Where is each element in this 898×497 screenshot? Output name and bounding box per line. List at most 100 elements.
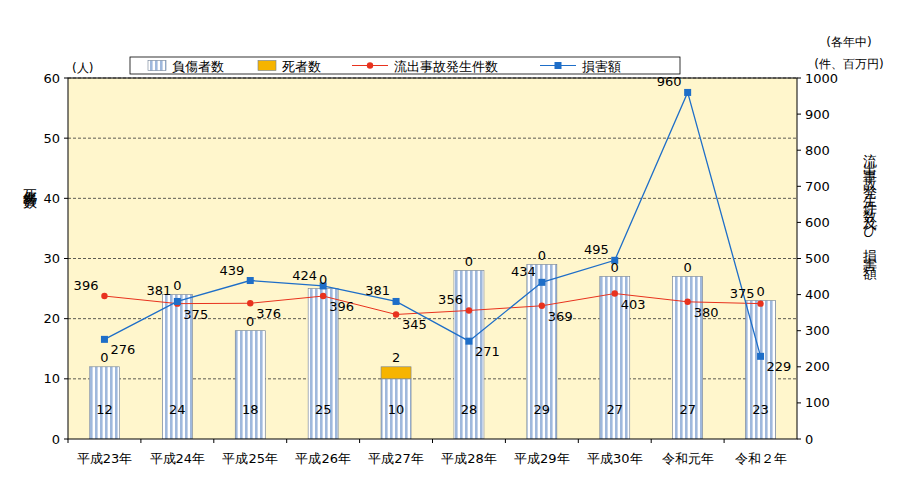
- x-tick: [140, 439, 141, 443]
- marker: [393, 298, 400, 305]
- legend-box: [130, 57, 680, 74]
- line: [104, 92, 760, 356]
- y2-tick-label: 600: [805, 215, 830, 230]
- bar: [673, 276, 703, 277]
- x-tick-label: 平成30年: [587, 451, 643, 466]
- y2-tick-label: 700: [805, 179, 830, 194]
- y2-tick: [797, 439, 801, 440]
- data-label: 424: [292, 268, 317, 283]
- grid-line: [68, 138, 797, 139]
- x-tick: [432, 439, 433, 443]
- x-tick-label: 平成25年: [222, 451, 278, 466]
- data-label: 276: [110, 342, 135, 357]
- data-label: 10: [388, 402, 405, 417]
- bar: [89, 367, 119, 439]
- y2-tick: [797, 186, 801, 187]
- y2-tick: [797, 402, 801, 403]
- legend-marker: [555, 62, 562, 69]
- x-tick-label: 平成24年: [150, 451, 206, 466]
- marker: [101, 293, 107, 299]
- y-tick-label: 50: [43, 131, 60, 146]
- marker: [612, 290, 618, 296]
- grid-line: [68, 198, 797, 199]
- x-tick: [286, 439, 287, 443]
- plot-frame: [68, 78, 797, 439]
- data-label: 2: [392, 350, 400, 365]
- y-tick: [64, 439, 68, 440]
- marker: [247, 277, 254, 284]
- data-label: 369: [548, 309, 573, 324]
- x-tick: [213, 439, 214, 443]
- legend-swatch: [148, 61, 166, 71]
- y-tick-label: 20: [43, 311, 60, 326]
- data-label: 0: [465, 254, 473, 269]
- marker: [174, 298, 181, 305]
- data-label: 403: [621, 297, 646, 312]
- data-label: 271: [475, 344, 500, 359]
- x-tick-label: 平成23年: [77, 451, 133, 466]
- y2-tick-label: 500: [805, 251, 830, 266]
- y-tick: [64, 78, 68, 79]
- data-label: 345: [402, 317, 427, 332]
- marker: [466, 307, 472, 313]
- bar: [235, 330, 265, 331]
- y2-tick-label: 1000: [805, 71, 838, 86]
- x-tick: [359, 439, 360, 443]
- bar: [454, 270, 484, 271]
- bar: [89, 366, 119, 367]
- y-tick: [64, 378, 68, 379]
- data-label: 356: [438, 292, 463, 307]
- data-label: 381: [147, 283, 172, 298]
- plot-background: [68, 78, 797, 439]
- data-label: 0: [611, 260, 619, 275]
- annotation: (各年中): [826, 35, 871, 49]
- y-unit: (人): [72, 61, 93, 75]
- legend-label: 負傷者数: [172, 59, 224, 74]
- marker: [684, 89, 691, 96]
- marker: [247, 300, 253, 306]
- y2-tick: [797, 294, 801, 295]
- bar: [381, 379, 411, 439]
- y2-tick-label: 800: [805, 143, 830, 158]
- data-label: 27: [679, 402, 696, 417]
- bar: [235, 331, 265, 439]
- data-label: 375: [730, 286, 755, 301]
- data-label: 27: [606, 402, 623, 417]
- legend-label: 死者数: [282, 59, 321, 74]
- y2-tick: [797, 258, 801, 259]
- y-tick-label: 40: [43, 191, 60, 206]
- data-label: 434: [511, 264, 536, 279]
- y-tick-label: 60: [43, 71, 60, 86]
- bar: [600, 276, 630, 277]
- y2-tick: [797, 114, 801, 115]
- data-label: 396: [74, 278, 99, 293]
- data-label: 0: [319, 272, 327, 287]
- data-label: 0: [756, 284, 764, 299]
- y-tick: [64, 318, 68, 319]
- y2-tick-label: 0: [805, 432, 813, 447]
- y-tick-label: 30: [43, 251, 60, 266]
- data-label: 29: [534, 402, 551, 417]
- marks: [89, 89, 775, 439]
- y-tick-label: 0: [52, 432, 60, 447]
- legend-label: 損害額: [582, 59, 621, 74]
- legend-marker: [367, 62, 373, 68]
- x-tick-label: 平成29年: [514, 451, 570, 466]
- data-label: 376: [256, 306, 281, 321]
- x-tick-label: 平成26年: [295, 451, 351, 466]
- data-label: 380: [694, 305, 719, 320]
- y2-tick: [797, 330, 801, 331]
- y2-tick-label: 400: [805, 287, 830, 302]
- y-axis-title: 死傷者数: [22, 178, 38, 209]
- y-tick-label: 10: [43, 371, 60, 386]
- y2-tick: [797, 78, 801, 79]
- data-label: 12: [96, 402, 113, 417]
- data-label: 960: [657, 74, 682, 89]
- x-tick: [724, 439, 725, 443]
- marker: [757, 300, 763, 306]
- marker: [539, 303, 545, 309]
- data-label: 439: [219, 263, 244, 278]
- bar: [381, 367, 411, 379]
- marker: [538, 279, 545, 286]
- data-label: 229: [767, 359, 792, 374]
